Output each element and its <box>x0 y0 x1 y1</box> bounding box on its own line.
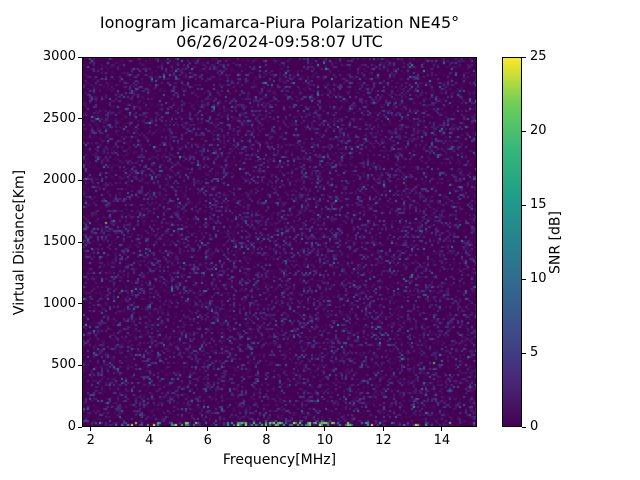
colorbar-tick-mark <box>522 56 526 58</box>
y-tick-label: 0 <box>67 419 76 434</box>
colorbar-tick-label: 0 <box>530 419 539 434</box>
x-tick-mark <box>441 427 443 431</box>
colorbar-tick-mark <box>522 352 526 354</box>
x-axis-label: Frequency[MHz] <box>222 452 337 468</box>
x-tick-label: 8 <box>262 433 271 448</box>
y-tick-mark <box>78 241 82 243</box>
colorbar-tick-label: 10 <box>530 271 547 286</box>
colorbar-tick-mark <box>522 278 526 280</box>
colorbar-tick-label: 25 <box>530 49 547 64</box>
x-tick-mark <box>207 427 209 431</box>
y-tick-mark <box>78 303 82 305</box>
x-tick-mark <box>324 427 326 431</box>
colorbar-tick-mark <box>522 130 526 132</box>
x-tick-mark <box>382 427 384 431</box>
ionogram-heatmap <box>83 58 476 426</box>
y-tick-mark <box>78 118 82 120</box>
colorbar-tick-label: 15 <box>530 197 547 212</box>
plot-area <box>82 57 477 427</box>
x-tick-label: 14 <box>433 433 451 448</box>
y-tick-label: 2500 <box>42 110 76 126</box>
x-tick-label: 12 <box>375 433 392 448</box>
y-tick-mark <box>78 56 82 58</box>
x-tick-label: 2 <box>86 433 95 448</box>
y-tick-mark <box>78 364 82 366</box>
colorbar-tick-mark <box>522 426 526 428</box>
colorbar-label: SNR [dB] <box>547 211 564 274</box>
colorbar-tick-label: 20 <box>530 123 547 138</box>
x-tick-mark <box>90 427 92 431</box>
y-tick-mark <box>78 179 82 181</box>
colorbar <box>502 57 522 427</box>
chart-subtitle: 06/26/2024-09:58:07 UTC <box>176 32 383 51</box>
y-tick-label: 3000 <box>42 49 76 64</box>
x-tick-label: 6 <box>203 433 212 448</box>
chart-title: Ionogram Jicamarca-Piura Polarization NE… <box>99 13 460 32</box>
x-tick-mark <box>148 427 150 431</box>
y-tick-mark <box>78 426 82 428</box>
x-tick-mark <box>265 427 267 431</box>
y-tick-label: 1000 <box>42 295 76 311</box>
y-tick-label: 1500 <box>42 234 76 249</box>
colorbar-tick-mark <box>522 204 526 206</box>
y-tick-label: 500 <box>51 357 76 373</box>
x-tick-label: 4 <box>145 433 154 448</box>
x-tick-label: 10 <box>316 433 334 448</box>
colorbar-tick-label: 5 <box>530 345 539 360</box>
y-tick-label: 2000 <box>42 172 76 188</box>
